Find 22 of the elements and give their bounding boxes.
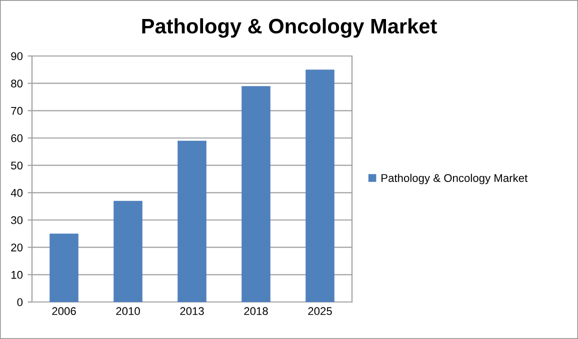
x-tick-label: 2013 [180, 307, 204, 316]
bar [306, 70, 334, 302]
x-tick-label: 2010 [116, 307, 140, 316]
y-tick-label: 30 [11, 216, 23, 224]
legend-label: Pathology & Oncology Market [382, 174, 528, 184]
y-tick-label: 10 [11, 270, 23, 279]
y-tick-label: 0 [17, 298, 23, 306]
y-tick-label: 60 [11, 134, 23, 142]
y-tick-label: 90 [11, 52, 23, 60]
x-tick-label: 2018 [244, 307, 268, 316]
x-tick-label: 2006 [52, 307, 76, 316]
y-tick-label: 70 [11, 106, 23, 115]
x-tick-label: 2025 [308, 307, 332, 316]
chart-title: Pathology & Oncology Market [142, 18, 437, 38]
y-tick-label: 20 [11, 244, 23, 252]
bar [178, 140, 206, 302]
y-tick-label: 50 [11, 162, 23, 170]
y-tick-label: 80 [11, 80, 23, 88]
bar [114, 200, 142, 302]
bar [242, 86, 270, 302]
y-tick-label: 40 [10, 188, 23, 197]
bar [50, 234, 78, 302]
